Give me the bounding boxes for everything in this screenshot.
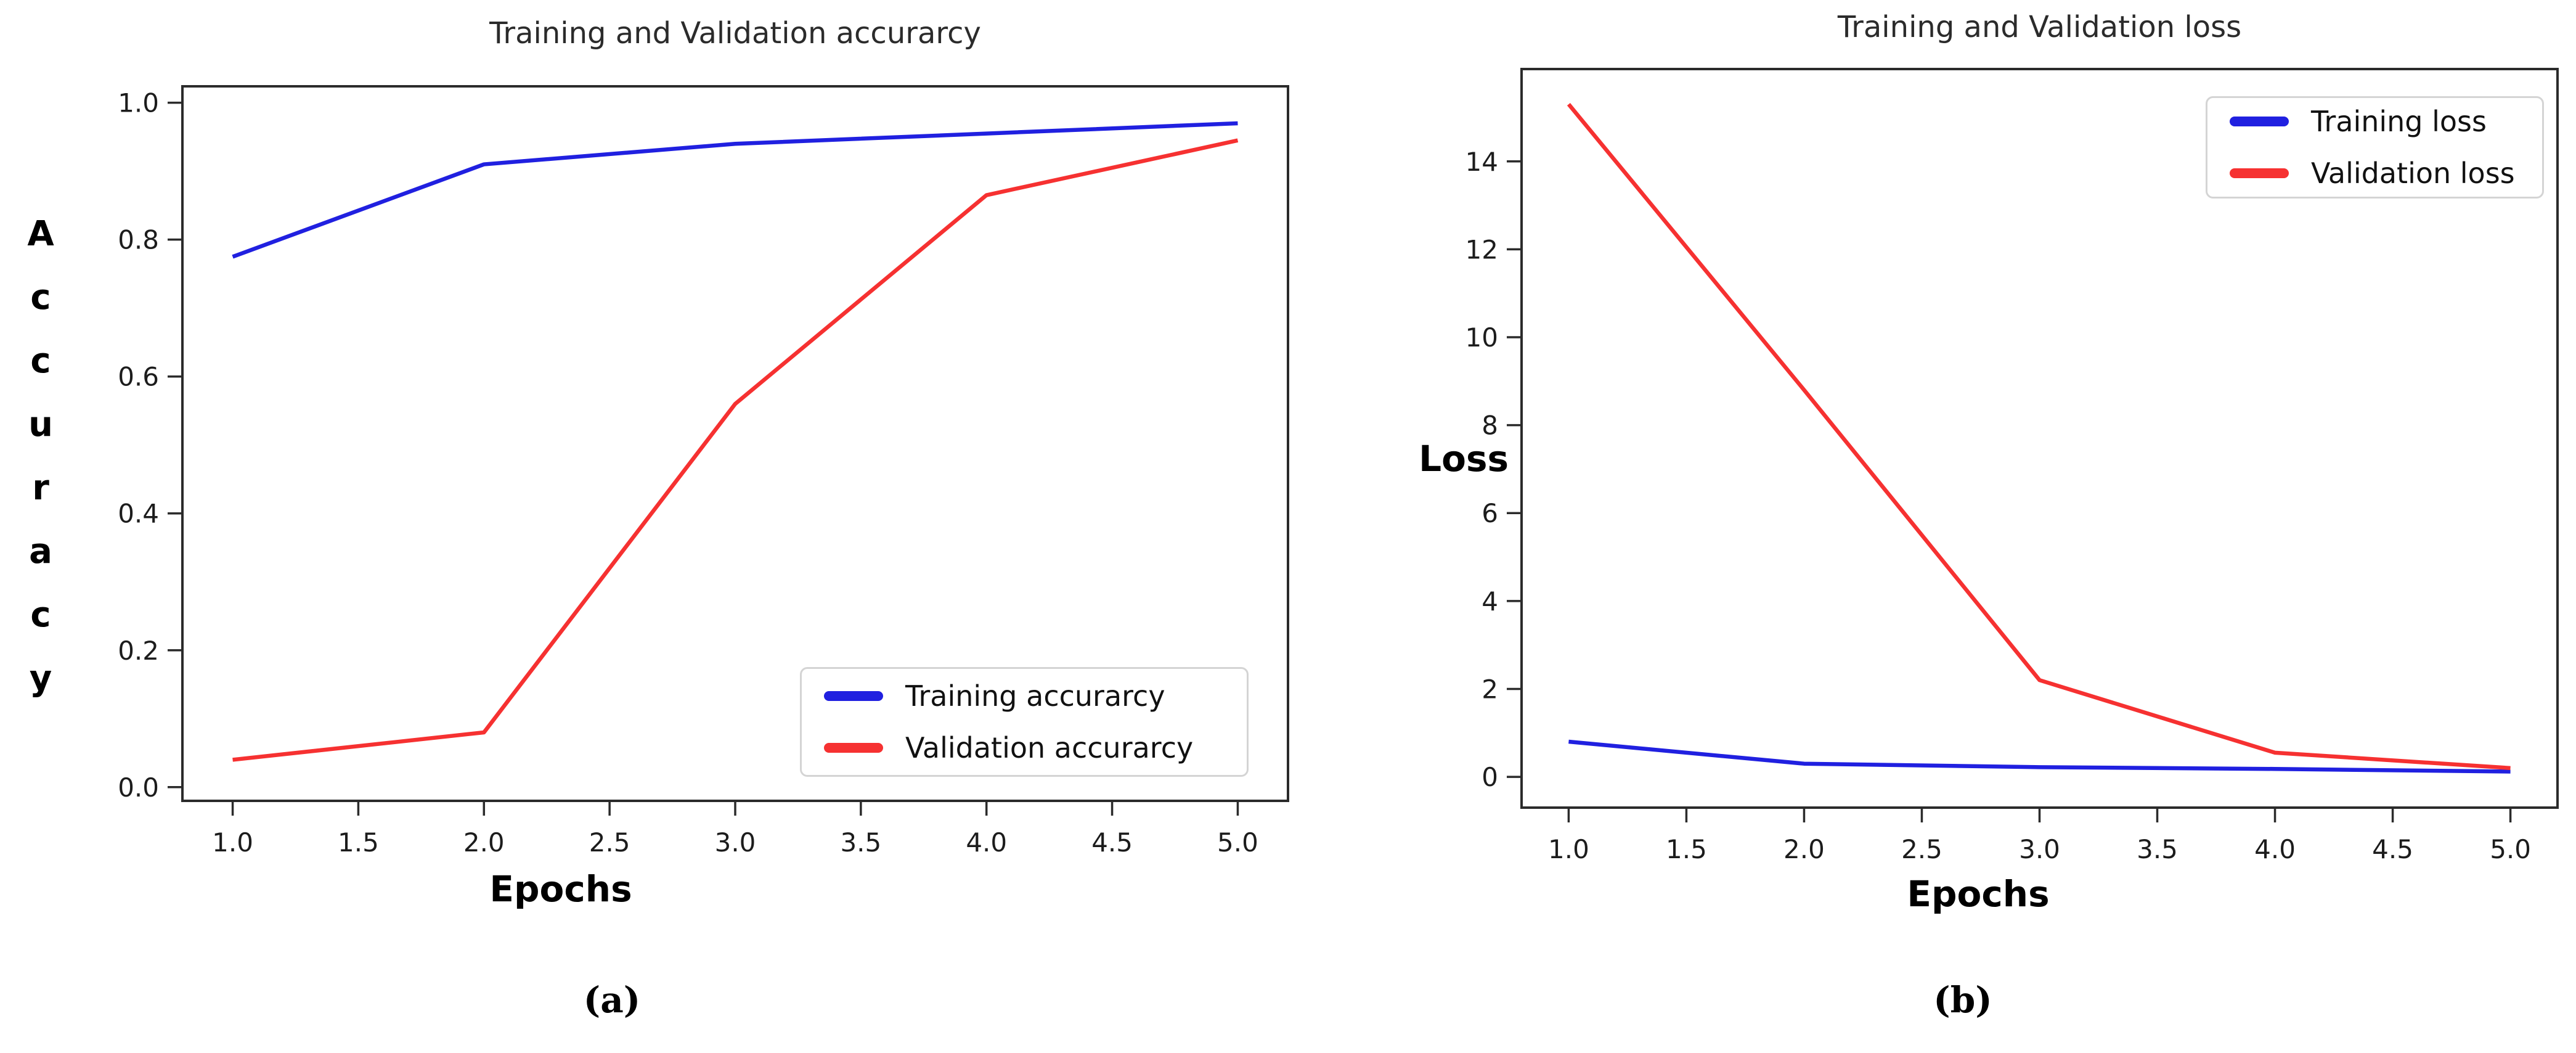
y-axis-label-loss: Loss bbox=[1419, 438, 1509, 480]
legend-loss: Training loss Validation loss bbox=[2206, 96, 2544, 199]
series-line-training-loss bbox=[1568, 739, 2511, 774]
training-line-swatch bbox=[824, 691, 883, 701]
svg-text:1.0: 1.0 bbox=[118, 88, 159, 118]
svg-text:0.8: 0.8 bbox=[118, 225, 159, 255]
legend-item-validation-loss: Validation loss bbox=[2230, 157, 2542, 190]
x-axis-label-epochs-loss: Epochs bbox=[1907, 873, 2050, 915]
svg-text:0.6: 0.6 bbox=[118, 362, 159, 392]
legend-item-training-loss: Training loss bbox=[2230, 105, 2542, 138]
svg-text:3.5: 3.5 bbox=[2137, 834, 2178, 864]
svg-text:4.5: 4.5 bbox=[1091, 827, 1133, 858]
svg-text:0: 0 bbox=[1482, 762, 1498, 792]
svg-text:1.0: 1.0 bbox=[212, 827, 253, 858]
subfigure-caption-a: (a) bbox=[583, 979, 641, 1021]
axes-accuracy: 1.0 1.5 2.0 2.5 3.0 3.5 4.0 4.5 5.0 0.0 0.2 0.4 0.6 0… bbox=[118, 85, 1289, 858]
svg-text:14: 14 bbox=[1465, 147, 1498, 177]
svg-text:8: 8 bbox=[1482, 411, 1498, 441]
svg-text:0.2: 0.2 bbox=[118, 636, 159, 666]
validation-line-swatch bbox=[824, 743, 883, 753]
legend-item-validation-accuracy: Validation accurarcy bbox=[824, 731, 1247, 764]
svg-text:3.5: 3.5 bbox=[840, 827, 881, 858]
svg-text:12: 12 bbox=[1465, 234, 1498, 264]
legend-accuracy: Training accurarcy Validation accurarcy bbox=[800, 667, 1249, 777]
svg-text:3.0: 3.0 bbox=[2019, 834, 2060, 864]
validation-line-swatch bbox=[2230, 168, 2289, 178]
svg-text:2: 2 bbox=[1482, 674, 1498, 704]
svg-text:6: 6 bbox=[1482, 498, 1498, 528]
svg-text:1.5: 1.5 bbox=[338, 827, 379, 858]
chart-title-accuracy: Training and Validation accurarcy bbox=[489, 16, 981, 51]
svg-text:5.0: 5.0 bbox=[2490, 834, 2531, 864]
svg-text:4.5: 4.5 bbox=[2372, 834, 2413, 864]
svg-text:5.0: 5.0 bbox=[1217, 827, 1258, 858]
subfigure-caption-b: (b) bbox=[1933, 979, 1992, 1021]
svg-text:2.5: 2.5 bbox=[1901, 834, 1942, 864]
y-axis-label-accuracy: A c c u r a c y bbox=[27, 214, 54, 699]
legend-label-training-accuracy: Training accurarcy bbox=[905, 679, 1165, 713]
series-line-validation-loss bbox=[1567, 102, 2511, 771]
svg-text:2.0: 2.0 bbox=[463, 827, 505, 858]
series-line-validation-accurarcy bbox=[232, 138, 1239, 762]
training-line-swatch bbox=[2230, 117, 2289, 126]
legend-label-validation-accuracy: Validation accurarcy bbox=[905, 731, 1194, 764]
svg-text:4: 4 bbox=[1482, 586, 1498, 617]
chart-title-loss: Training and Validation loss bbox=[1837, 10, 2242, 44]
svg-text:1.0: 1.0 bbox=[1548, 834, 1589, 864]
svg-text:0.0: 0.0 bbox=[118, 772, 159, 803]
svg-text:2.5: 2.5 bbox=[589, 827, 630, 858]
svg-text:2.0: 2.0 bbox=[1783, 834, 1825, 864]
legend-label-training-loss: Training loss bbox=[2311, 105, 2487, 138]
svg-text:4.0: 4.0 bbox=[2254, 834, 2296, 864]
svg-text:0.4: 0.4 bbox=[118, 499, 159, 529]
x-axis-label-epochs-accuracy: Epochs bbox=[489, 868, 632, 910]
svg-text:1.5: 1.5 bbox=[1666, 834, 1707, 864]
legend-label-validation-loss: Validation loss bbox=[2311, 157, 2515, 190]
legend-item-training-accuracy: Training accurarcy bbox=[824, 679, 1247, 713]
svg-text:10: 10 bbox=[1465, 322, 1498, 353]
svg-text:4.0: 4.0 bbox=[966, 827, 1007, 858]
series-line-training-accurarcy bbox=[232, 121, 1238, 259]
svg-text:3.0: 3.0 bbox=[715, 827, 756, 858]
axes-loss: 1.0 1.5 2.0 2.5 3.0 3.5 4.0 4.5 5.0 0 2 4 6 8 10 12 14 bbox=[1465, 68, 2559, 864]
